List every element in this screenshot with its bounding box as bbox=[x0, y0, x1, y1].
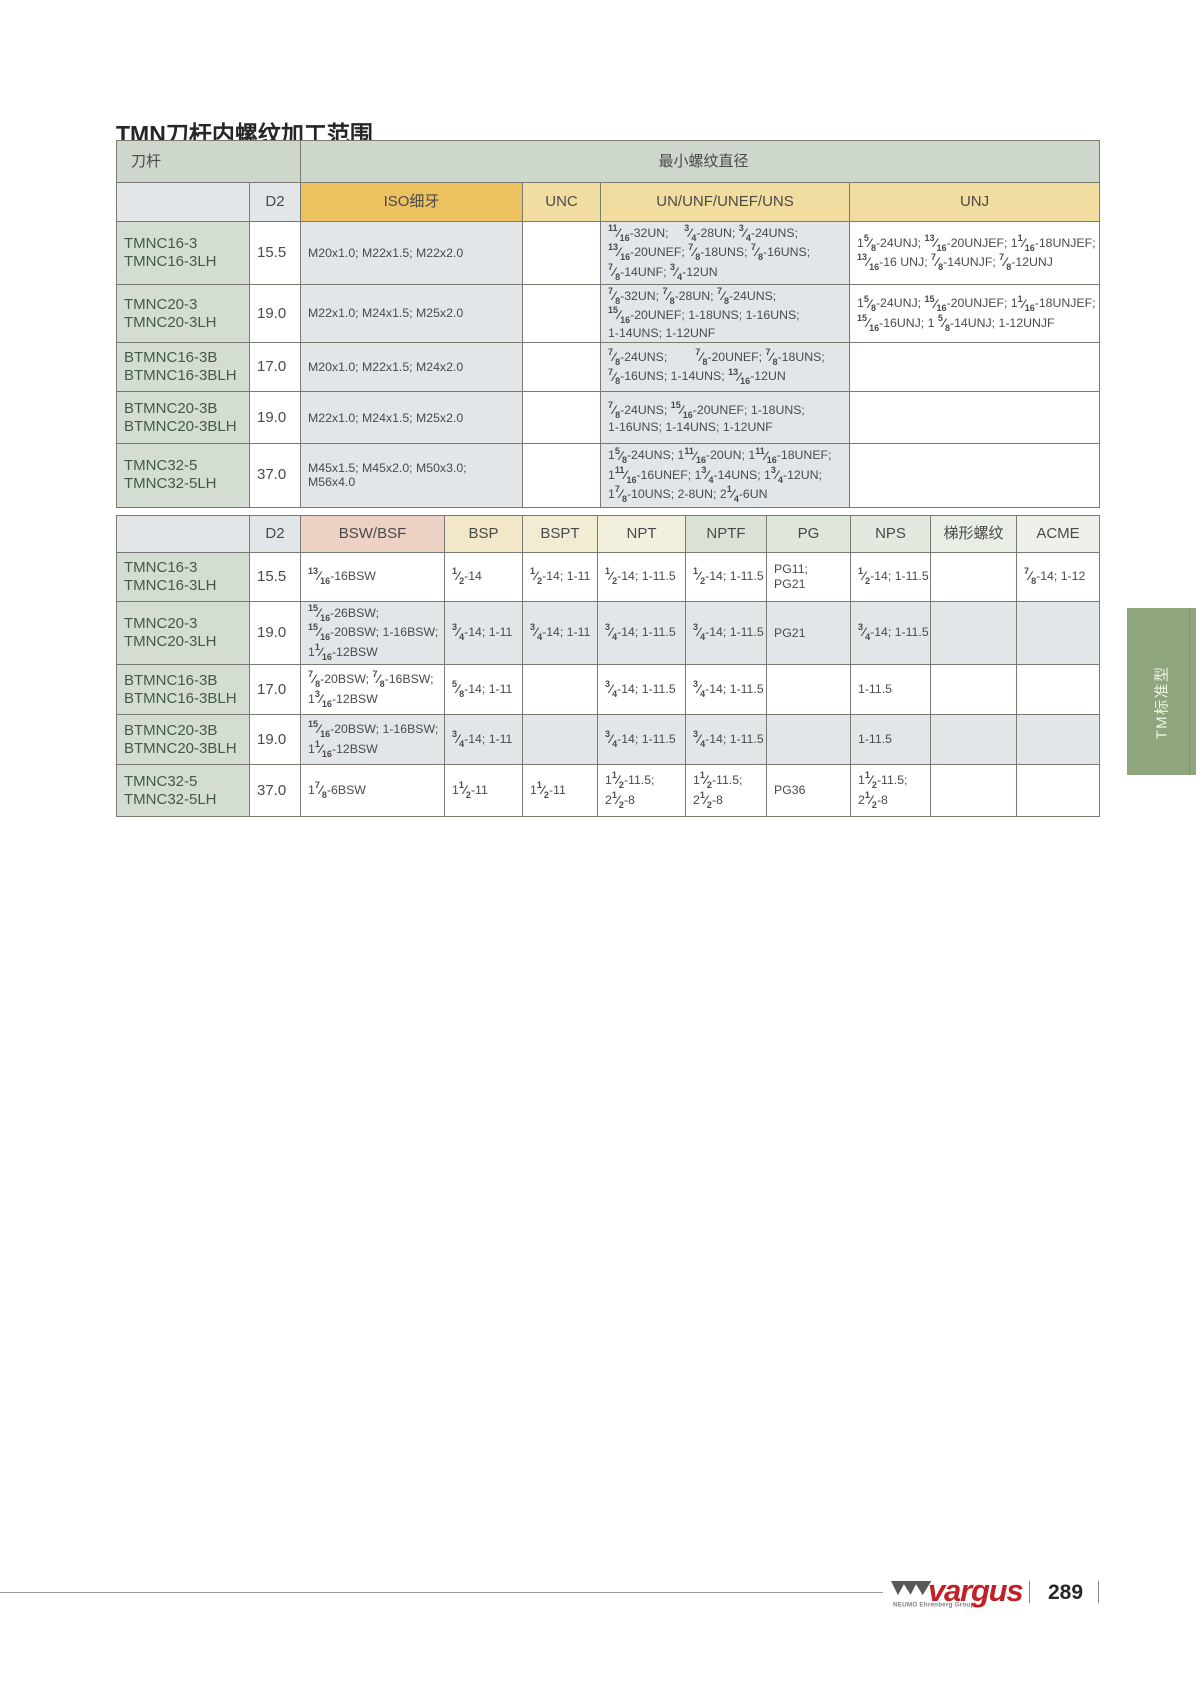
svg-text:NEUMO Ehrenberg Group: NEUMO Ehrenberg Group bbox=[893, 1601, 975, 1608]
